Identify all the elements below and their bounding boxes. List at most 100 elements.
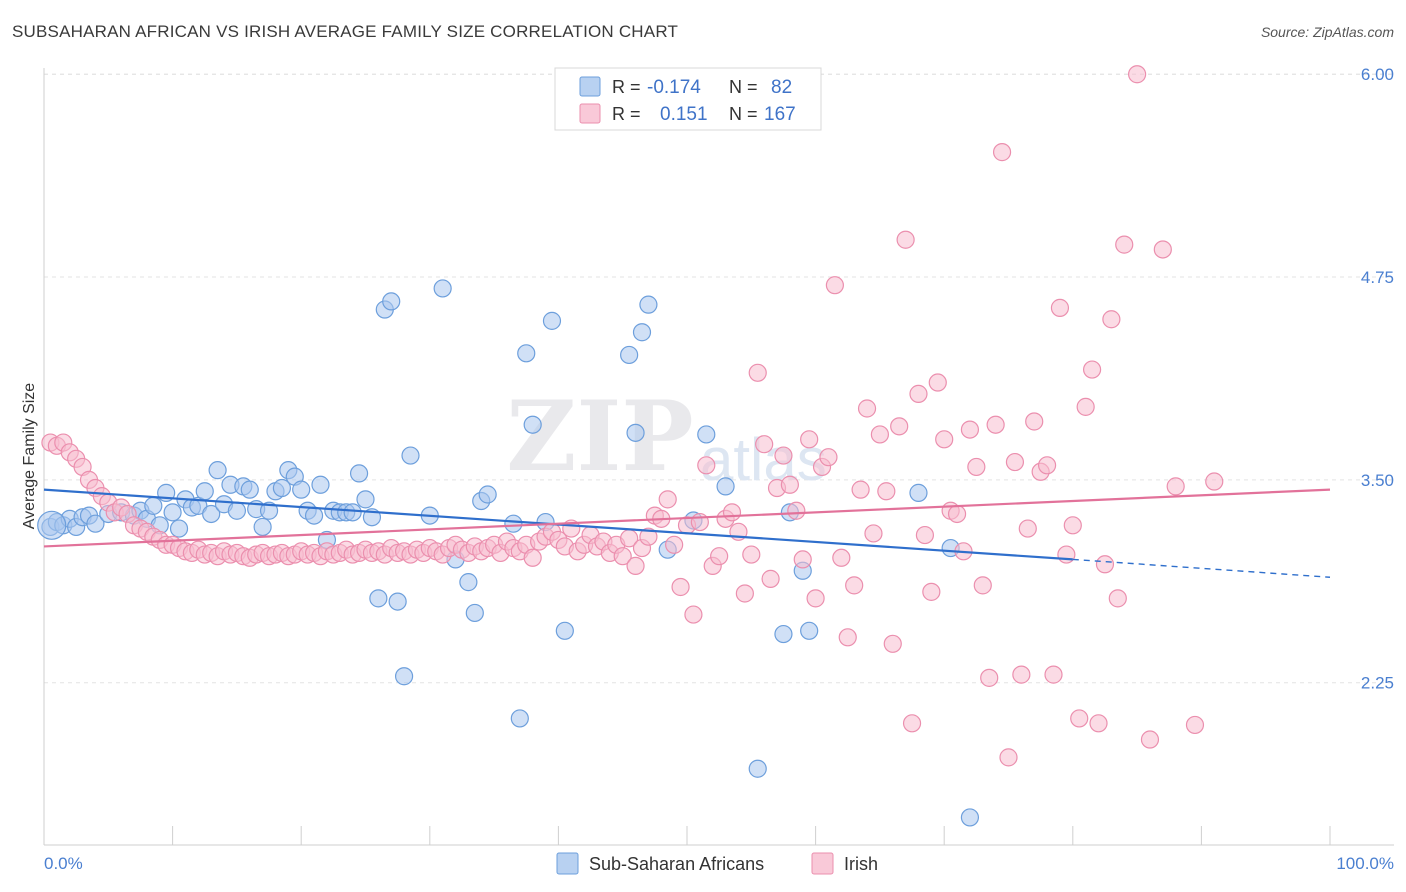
data-point <box>774 446 793 465</box>
series-irish <box>41 65 1224 767</box>
gridlines <box>44 73 1394 684</box>
bottom-legend-label-irish: Irish <box>844 854 878 874</box>
data-point <box>877 482 896 501</box>
y-tick-labels: 2.25 3.50 4.75 6.00 <box>1361 65 1394 693</box>
data-point <box>272 478 292 498</box>
data-point <box>632 323 652 342</box>
series-sub-saharan-africans <box>37 279 980 827</box>
data-point <box>800 621 819 640</box>
data-point <box>311 475 330 494</box>
legend-n-value-2: 167 <box>764 104 796 125</box>
data-point <box>639 295 658 314</box>
y-tick-label: 6.00 <box>1361 65 1394 84</box>
data-point <box>1005 452 1025 472</box>
y-axis-label: Average Family Size <box>21 383 38 530</box>
data-point <box>748 363 767 382</box>
trend-line-irish <box>43 488 1331 548</box>
data-point <box>697 425 716 444</box>
data-point <box>922 582 941 601</box>
data-point <box>144 496 163 515</box>
data-point <box>780 475 799 494</box>
data-point <box>896 230 915 249</box>
data-point <box>86 514 105 533</box>
data-point <box>1205 472 1224 491</box>
data-point <box>208 461 227 480</box>
data-point <box>163 503 182 522</box>
legend-r-label-2: R = <box>612 104 641 124</box>
data-point <box>240 480 259 499</box>
data-point <box>761 569 780 588</box>
bottom-legend-swatch-blue <box>556 852 579 875</box>
data-point <box>349 464 369 483</box>
data-point <box>626 423 645 442</box>
data-point <box>967 457 986 477</box>
correlation-legend: R = -0.174 N = 82 R = 0.151 N = 167 <box>554 67 822 131</box>
data-point <box>1140 730 1160 749</box>
data-point <box>710 547 729 566</box>
data-point <box>774 624 793 644</box>
data-point <box>748 759 767 778</box>
chart-title: SUBSAHARAN AFRICAN VS IRISH AVERAGE FAMI… <box>12 22 679 41</box>
data-point <box>684 605 703 624</box>
data-point <box>304 506 324 525</box>
data-point <box>394 667 414 686</box>
watermark-zip: ZIP <box>506 380 693 493</box>
data-point <box>890 417 909 436</box>
data-point <box>857 399 877 418</box>
data-point <box>1082 360 1102 379</box>
data-point <box>1037 456 1057 475</box>
legend-n-label-1: N = <box>729 77 758 97</box>
bottom-legend-swatch-pink <box>811 852 834 875</box>
legend-r-value-1: -0.174 <box>647 77 701 98</box>
data-point <box>253 517 272 537</box>
data-point <box>382 292 401 311</box>
data-point <box>369 589 388 608</box>
data-point <box>883 634 902 653</box>
x-tick-label-max: 100.0% <box>1336 854 1394 873</box>
series-legend: Sub-Saharan Africans Irish <box>556 852 878 875</box>
x-axis-ticks <box>43 826 1331 845</box>
data-point <box>523 548 542 567</box>
data-point <box>838 628 857 647</box>
data-point <box>960 420 980 439</box>
data-point <box>504 514 523 533</box>
data-point <box>1115 235 1134 254</box>
trend-lines <box>43 488 1331 578</box>
data-point <box>517 344 536 363</box>
data-point <box>909 483 928 502</box>
data-point <box>459 573 478 592</box>
data-point <box>1070 709 1089 728</box>
legend-n-value-1: 82 <box>771 77 792 98</box>
data-point <box>722 503 742 522</box>
data-point <box>787 501 806 520</box>
data-point <box>999 748 1018 767</box>
data-point <box>935 430 954 449</box>
data-point <box>613 547 632 566</box>
data-point <box>401 446 420 465</box>
data-point <box>928 373 947 392</box>
data-point <box>915 525 935 545</box>
data-point <box>1025 412 1044 431</box>
data-point <box>742 545 761 564</box>
data-point <box>1076 397 1095 416</box>
legend-swatch-pink <box>579 103 601 124</box>
data-point <box>1153 240 1172 259</box>
data-point <box>620 345 639 365</box>
data-point <box>169 519 189 538</box>
data-point <box>259 501 279 520</box>
data-point <box>1108 589 1127 608</box>
data-point <box>227 501 246 520</box>
data-point <box>832 548 851 567</box>
data-point <box>845 576 864 595</box>
data-point <box>755 435 774 454</box>
data-point <box>465 603 484 623</box>
data-point <box>37 510 67 540</box>
data-point <box>980 668 999 687</box>
data-point <box>1050 298 1070 317</box>
data-point <box>510 709 529 728</box>
y-tick-label: 2.25 <box>1361 674 1394 693</box>
data-point <box>947 504 967 524</box>
data-point <box>1044 665 1063 684</box>
data-point <box>986 415 1005 434</box>
data-point <box>433 279 452 298</box>
